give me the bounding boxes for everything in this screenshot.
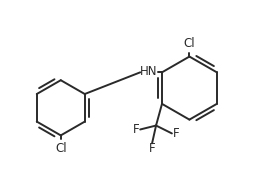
Text: Cl: Cl [184,37,195,50]
Text: Cl: Cl [55,142,66,155]
Text: HN: HN [140,65,158,78]
Text: F: F [149,142,155,155]
Text: F: F [133,123,140,136]
Text: F: F [172,127,179,140]
